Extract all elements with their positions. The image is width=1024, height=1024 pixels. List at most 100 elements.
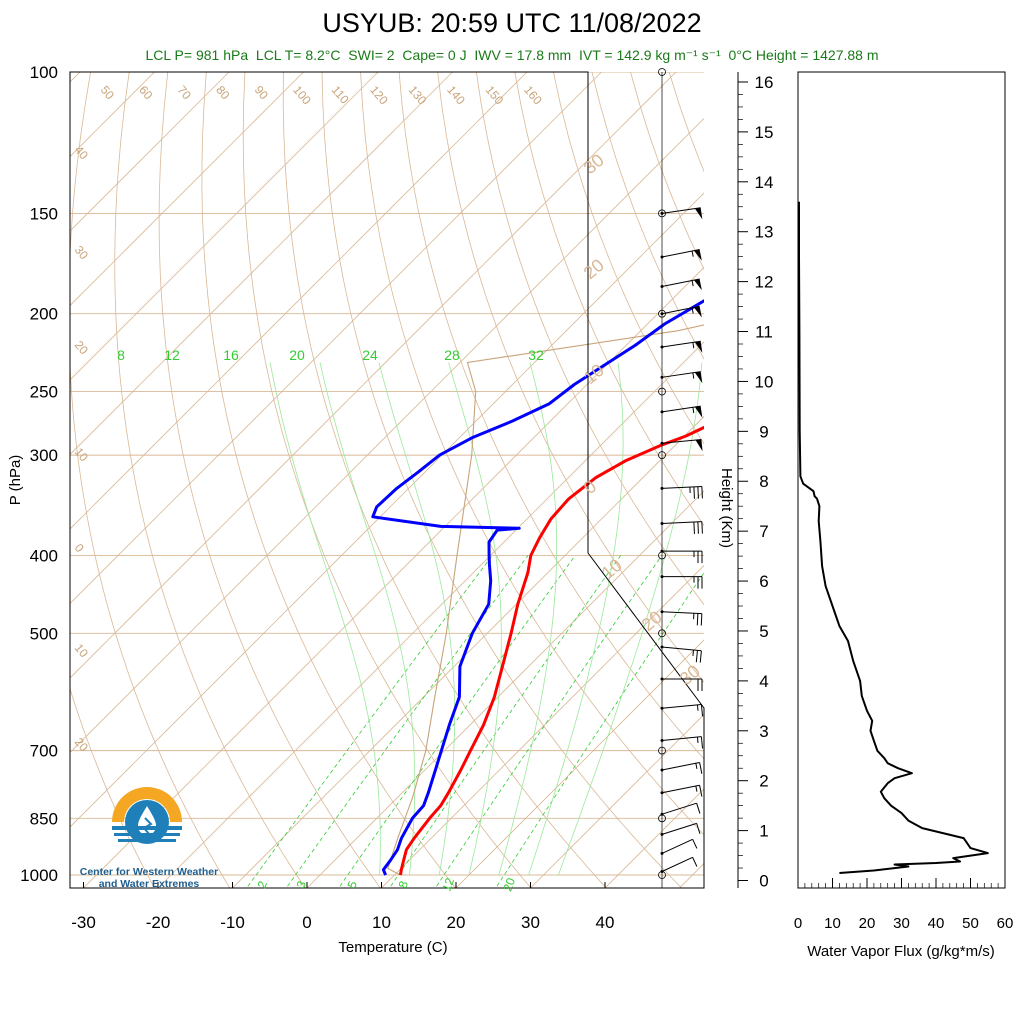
wind-level-dot (660, 312, 664, 316)
wind-level-circle (658, 451, 666, 460)
wind-barb-feather (696, 823, 701, 834)
water-vapor-flux-line (798, 201, 989, 874)
isotherm-label: 110 (329, 83, 352, 107)
wind-barb-feather (697, 486, 699, 499)
pressure-axis-label: P (hPa) (7, 455, 24, 506)
wind-level-dot (660, 285, 664, 289)
isotherm-line (70, 72, 602, 605)
wind-barb-flag (694, 341, 703, 353)
wind-barb-staff (661, 438, 702, 444)
dry-adiabat (70, 72, 231, 888)
dry-adiabat (630, 72, 704, 270)
wind-barb-half-feather (695, 763, 698, 769)
logo-line-2: and Water Extremes (98, 878, 200, 890)
wind-barb-feather (692, 839, 698, 849)
wind-barb-feather (701, 486, 703, 499)
left-adiabat-label: 20 (72, 338, 92, 357)
wind-barb-staff (661, 856, 693, 872)
wind-level-circle (658, 209, 666, 218)
wind-barb-feather (699, 762, 703, 774)
figure-title: USYUB: 20:59 UTC 11/08/2022 (322, 8, 702, 38)
wind-barb-half-feather (691, 307, 694, 314)
height-tick-label: 14 (755, 173, 774, 192)
wind-barb-feather (700, 613, 703, 626)
wind-barb-feather (695, 650, 698, 663)
pressure-tick-label: 250 (30, 383, 58, 402)
wind-barb-staff (661, 761, 700, 771)
isotherm-label: 50 (98, 83, 118, 102)
temperature-line (399, 425, 704, 876)
isotherm-line (750, 72, 1024, 892)
wind-barb-feather (700, 736, 704, 749)
wind-barb-staff (661, 521, 702, 525)
isotherm-line (82, 266, 704, 888)
wind-barb-staff (661, 838, 693, 854)
isotherm-line (70, 72, 528, 530)
isotherm-line (70, 117, 704, 754)
wind-barb-half-feather (692, 649, 695, 656)
moist-adiabat (528, 362, 624, 876)
wind-barb-flag (693, 249, 702, 261)
wind-level-dot (660, 255, 664, 259)
wind-barb-half-feather (696, 737, 699, 744)
dry-adiabat (475, 72, 704, 606)
wind-barb-staff (661, 305, 700, 315)
mixing-ratio-line (434, 555, 663, 888)
mixing-ratio-line (285, 555, 529, 888)
dry-adiabat (514, 72, 704, 527)
dry-adiabat (114, 72, 306, 888)
height-tick-label: 15 (755, 123, 774, 142)
height-tick-label: 16 (755, 73, 774, 92)
wind-barb-feather (692, 857, 698, 867)
flux-axis-label: Water Vapor Flux (g/kg*m/s) (807, 943, 995, 960)
mixing-ratio-label-top: 16 (223, 347, 239, 363)
wind-level-circle (658, 387, 666, 396)
wind-barb-staff (661, 249, 700, 258)
dry-adiabat (823, 72, 1024, 892)
logo-wave-band-3 (118, 839, 176, 842)
isotherm-label: 70 (175, 83, 195, 102)
isotherm-label: 160 (521, 83, 545, 108)
isotherm-label: 80 (213, 83, 233, 102)
wind-barb-feather (699, 785, 703, 797)
right-isotherm-label: 20 (580, 255, 608, 283)
left-adiabat-label: 0 (72, 541, 87, 555)
height-tick-label: 0 (759, 872, 768, 891)
wind-barb-flag (694, 207, 703, 220)
wind-level-dot (660, 441, 664, 445)
left-adiabat-label: 40 (72, 143, 92, 162)
wind-barb-staff (661, 736, 702, 742)
wind-barb-feather (697, 521, 699, 534)
isotherm-line (70, 192, 704, 828)
pressure-tick-label: 400 (30, 546, 58, 565)
wind-barb-staff (661, 207, 701, 214)
temperature-tick-label: -10 (220, 913, 245, 932)
wind-level-dot (660, 851, 664, 855)
isotherm-line (380, 564, 704, 888)
mixing-ratio-label-top: 32 (528, 347, 544, 363)
wind-level-dot (660, 869, 664, 873)
left-adiabat-label: 20 (72, 735, 92, 754)
wind-barb-staff (661, 802, 697, 815)
mixing-ratio-label-top: 20 (289, 347, 305, 363)
wind-barb-flag (694, 406, 703, 418)
wind-barb-feather (696, 613, 699, 626)
dry-adiabat (437, 72, 704, 683)
freezing-height: 0°C Height = 1427.88 m (728, 47, 879, 63)
temperature-tick-label: -20 (146, 913, 171, 932)
moist-adiabat (319, 362, 416, 876)
wind-barb-feather (699, 650, 702, 663)
wind-barb-feather (693, 521, 695, 534)
dry-adiabat (746, 72, 1024, 892)
height-tick-label: 1 (759, 822, 768, 841)
wind-barb-staff (661, 822, 697, 835)
height-tick-label: 7 (759, 522, 768, 541)
wind-level-dot (660, 706, 664, 710)
right-isotherm-label: 30 (580, 150, 608, 178)
dry-adiabat (321, 72, 683, 888)
height-tick-label: 8 (759, 472, 768, 491)
dry-adiabat (282, 72, 607, 888)
pressure-tick-label: 700 (30, 742, 58, 761)
